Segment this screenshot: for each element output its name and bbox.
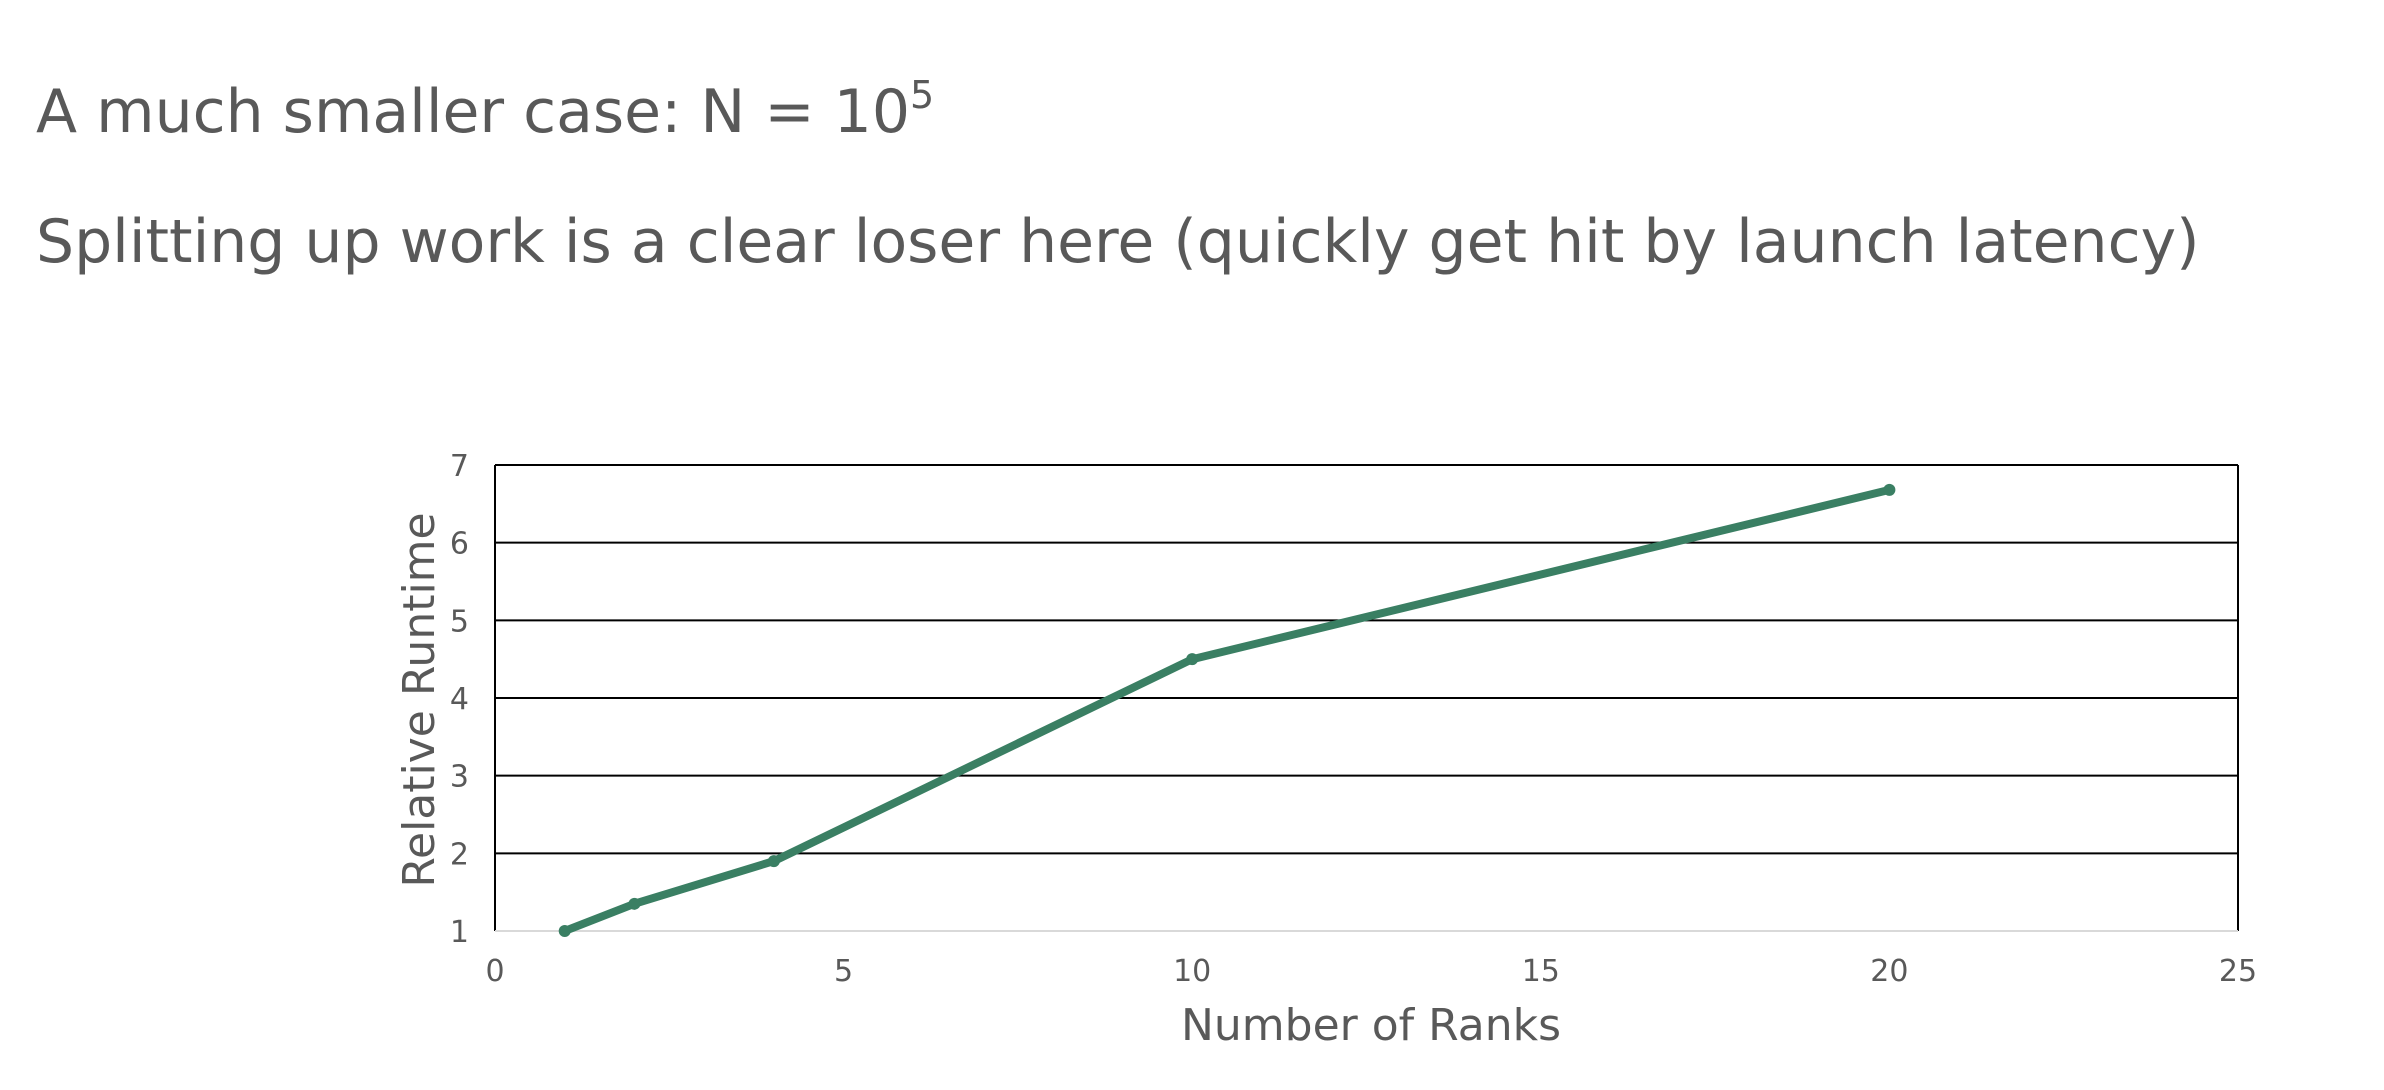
axes: [494, 465, 2239, 932]
x-tick-label-15: 15: [1522, 954, 1560, 989]
y-tick-label-1: 1: [450, 915, 469, 950]
y-tick-label-6: 6: [450, 527, 469, 562]
slide-title-exponent: 5: [910, 73, 935, 117]
x-tick-label-0: 0: [485, 954, 504, 989]
x-tick-label-5: 5: [834, 954, 853, 989]
data-point-0-0: [558, 925, 571, 937]
y-tick-label-7: 7: [450, 449, 469, 484]
x-tick-label-10: 10: [1173, 954, 1211, 989]
series: [558, 483, 1896, 937]
y-axis-label: Relative Runtime: [394, 512, 445, 887]
data-point-0-4: [1883, 483, 1896, 496]
gridlines: [495, 464, 2238, 855]
y-tick-label-3: 3: [450, 760, 469, 795]
y-tick-label-2: 2: [450, 837, 469, 872]
series-line-0: [560, 485, 1894, 935]
data-point-0-2: [767, 855, 780, 868]
x-tick-label-20: 20: [1870, 954, 1908, 989]
data-point-0-3: [1186, 653, 1199, 666]
tick-labels: 1 2 3 4 5 6 7 0 5 10 15 20 25: [450, 449, 2257, 989]
y-tick-label-5: 5: [450, 604, 469, 639]
y-tick-label-4: 4: [450, 682, 469, 717]
x-axis-label: Number of Ranks: [1181, 1000, 1561, 1051]
slide-subtitle: Splitting up work is a clear loser here …: [36, 207, 2200, 277]
x-tick-label-25: 25: [2219, 954, 2257, 989]
slide-title: A much smaller case: N = 105: [36, 70, 934, 154]
data-point-0-1: [628, 897, 641, 910]
slide-title-text: A much smaller case: N = 10: [36, 77, 911, 147]
